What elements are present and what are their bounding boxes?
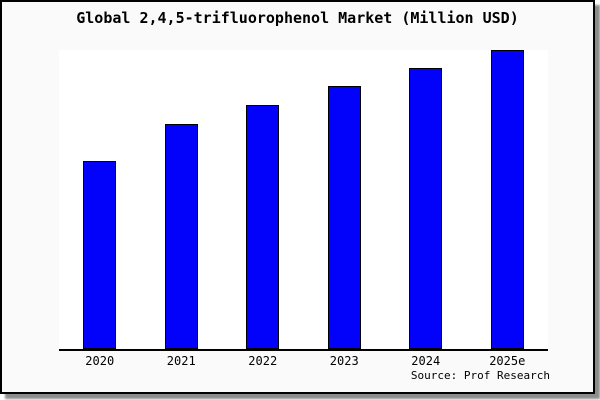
x-axis-label-2024: 2024 (411, 354, 441, 368)
bars-container (59, 50, 548, 349)
bar-2021 (164, 124, 198, 349)
plot-area (59, 50, 548, 351)
x-axis-label-2020: 2020 (85, 354, 115, 368)
bar-2024 (409, 68, 443, 349)
bar-2022 (246, 105, 280, 349)
chart-frame: Global 2,4,5-trifluorophenol Market (Mil… (0, 0, 595, 394)
bar-2023 (327, 86, 361, 349)
x-axis-label-2023: 2023 (329, 354, 359, 368)
bar-slot-2021 (141, 50, 223, 349)
bar-slot-2020 (59, 50, 141, 349)
x-axis-label-2021: 2021 (166, 354, 196, 368)
bar-2025e (490, 50, 524, 349)
x-axis-labels: 2020 2021 2022 2023 2024 2025e (59, 354, 548, 368)
bar-slot-2024 (385, 50, 467, 349)
x-axis-label-2022: 2022 (248, 354, 278, 368)
bar-slot-2022 (222, 50, 304, 349)
bar-slot-2023 (304, 50, 386, 349)
bar-slot-2025e (467, 50, 549, 349)
source-credit: Source: Prof Research (410, 369, 550, 382)
x-axis-label-2025e: 2025e (489, 354, 526, 368)
bar-2020 (83, 161, 117, 349)
chart-title: Global 2,4,5-trifluorophenol Market (Mil… (76, 9, 519, 27)
